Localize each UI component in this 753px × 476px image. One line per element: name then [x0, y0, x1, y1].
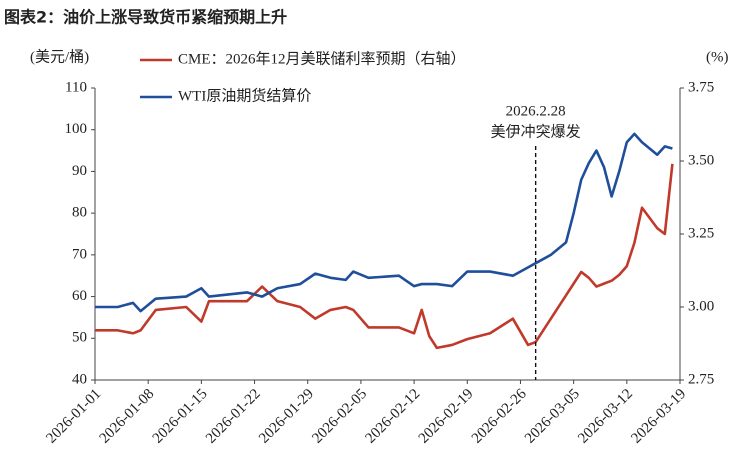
x-tick-label: 2026-01-08: [97, 386, 158, 447]
x-tick-label: 2026-02-12: [363, 386, 424, 447]
y-tick-label: 100: [65, 121, 88, 137]
x-tick-label: 2026-01-22: [203, 386, 264, 447]
annotation-text: 美伊冲突爆发: [491, 123, 581, 140]
x-tick-label: 2026-02-26: [469, 386, 530, 447]
y-tick-label: 110: [65, 79, 87, 95]
x-tick-label: 2026-01-15: [150, 386, 211, 447]
y2-tick-label: 2.75: [688, 371, 714, 387]
x-tick-label: 2026-02-05: [309, 386, 370, 447]
y2-tick-label: 3.75: [688, 79, 714, 95]
legend-label: CME：2026年12月美联储利率预期（右轴）: [178, 50, 466, 67]
y-tick-label: 60: [72, 288, 87, 304]
y2-tick-label: 3.25: [688, 225, 714, 241]
series-line: [95, 132, 673, 313]
x-tick-label: 2026-01-01: [43, 386, 104, 447]
x-tick-label: 2026-01-29: [256, 386, 317, 447]
y-tick-label: 80: [72, 205, 87, 221]
y-tick-label: 70: [72, 246, 87, 262]
y-tick-label: 90: [72, 163, 87, 179]
x-tick-label: 2026-02-19: [416, 386, 477, 447]
y-tick-label: 40: [72, 371, 87, 387]
series-line: [95, 163, 674, 350]
x-tick-label: 2026-03-19: [628, 386, 689, 447]
y2-axis-label: (%): [706, 49, 729, 65]
x-tick-label: 2026-03-05: [522, 386, 583, 447]
x-tick-label: 2026-03-12: [575, 386, 636, 447]
legend-label: WTI原油期货结算价: [178, 86, 311, 104]
y2-tick-label: 3.50: [688, 152, 714, 168]
chart-title: 图表2：油价上涨导致货币紧缩预期上升: [4, 8, 287, 27]
y-axis-label: (美元/桶): [30, 48, 89, 65]
annotation-text: 2026.2.28: [506, 103, 566, 119]
y-tick-label: 50: [72, 330, 87, 346]
y2-tick-label: 3.00: [688, 298, 714, 314]
